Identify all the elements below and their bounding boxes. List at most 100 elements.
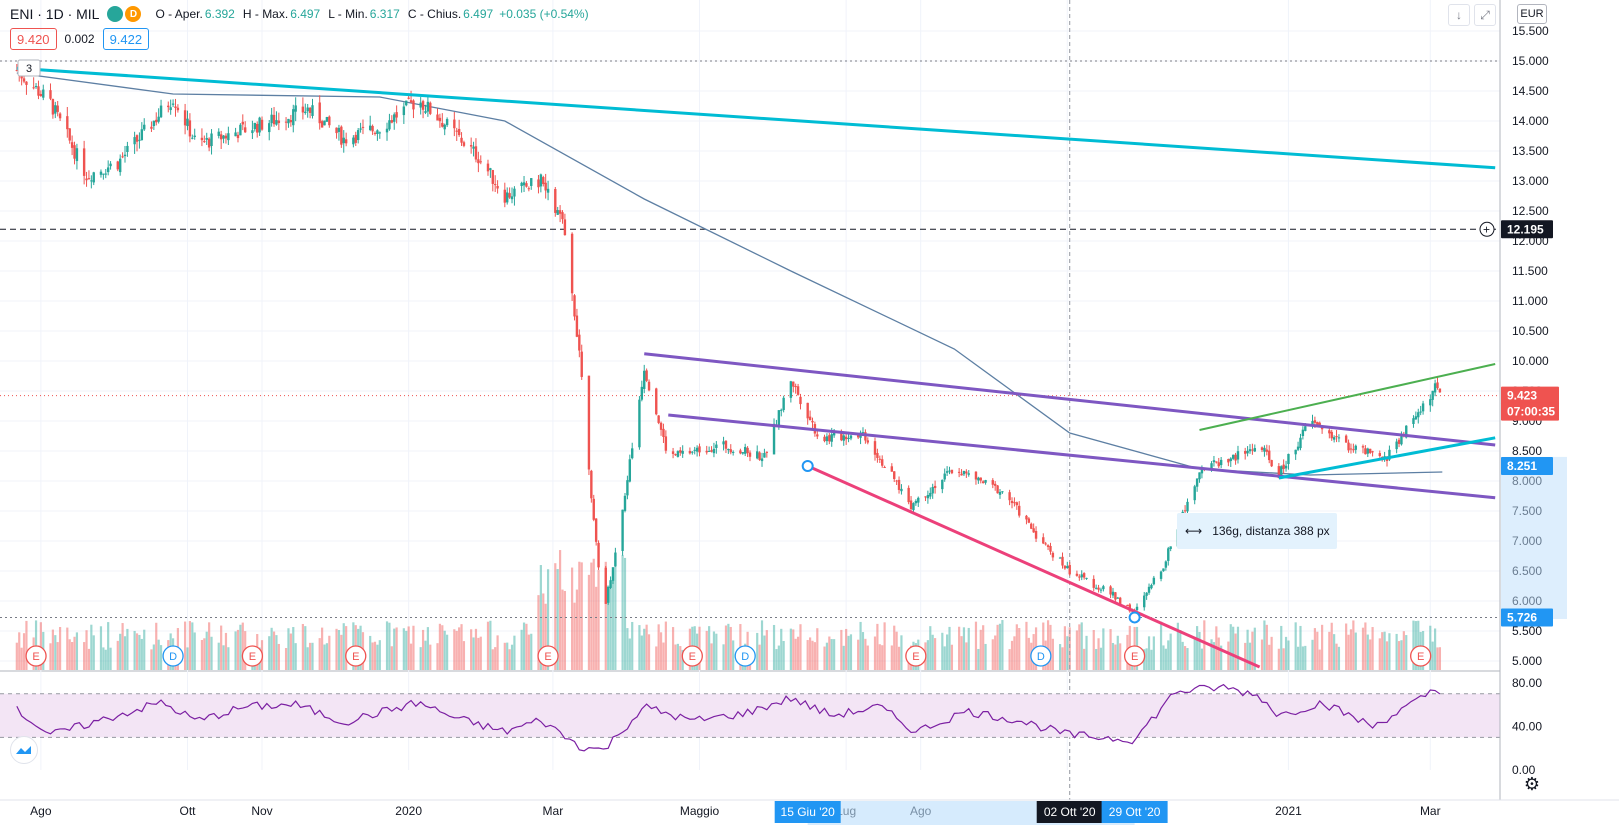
volume-bar <box>1282 648 1285 670</box>
volume-bar <box>710 643 713 670</box>
volume-bar <box>840 629 843 670</box>
volume-bar <box>542 593 545 670</box>
candle-body <box>496 185 499 189</box>
candle-body <box>1284 465 1288 469</box>
volume-bar <box>758 644 761 670</box>
tradingview-logo-icon[interactable] <box>10 736 38 764</box>
volume-bar <box>811 640 814 670</box>
volume-bar <box>506 642 509 670</box>
arrow-down-icon[interactable]: ↓ <box>1448 4 1470 26</box>
candle-body <box>729 449 732 453</box>
volume-bar <box>974 621 978 670</box>
volume-bar <box>792 629 795 670</box>
trend-lines[interactable] <box>16 66 1496 669</box>
candle-body <box>1282 464 1285 469</box>
volume-bar <box>373 641 377 670</box>
candle-body <box>756 451 759 459</box>
candle-body <box>890 466 894 472</box>
volume-bar <box>561 589 564 670</box>
candle-body <box>948 470 951 472</box>
volume-bar <box>1159 621 1163 670</box>
candle-body <box>799 396 802 405</box>
candle-body <box>556 210 559 215</box>
volume-bar <box>789 628 792 670</box>
symbol-title[interactable]: ENI · 1D · MIL <box>10 6 100 22</box>
volume-bar <box>325 643 329 670</box>
candle-body <box>90 180 93 182</box>
candle-body <box>621 509 624 551</box>
volume-bar <box>780 628 783 670</box>
candle-body <box>965 471 968 474</box>
market-status-icon <box>107 6 124 22</box>
volume-bar <box>671 627 675 670</box>
volume-bar <box>1335 643 1338 670</box>
candle-body <box>1195 478 1199 487</box>
candle-body <box>676 451 680 457</box>
candle-body <box>390 120 394 123</box>
candle-body <box>1118 597 1122 605</box>
volume-bar <box>294 643 297 670</box>
time-tick-label: Mar <box>1420 804 1441 818</box>
volume-bar <box>429 644 432 670</box>
currency-badge[interactable]: EUR <box>1517 4 1547 24</box>
volume-bar <box>830 639 833 670</box>
candle-body <box>1313 420 1317 423</box>
candle-body <box>469 145 473 147</box>
volume-bar <box>371 642 374 670</box>
volume-bar <box>1169 633 1172 670</box>
volume-bar <box>159 645 163 670</box>
price-axis[interactable]: 15.500 15.000 14.500 14.000 13.500 13.000 12.5… <box>17 0 1567 800</box>
candle-body <box>479 161 482 163</box>
volume-bar <box>1217 637 1220 670</box>
volume-bar <box>1220 645 1223 670</box>
volume-bar <box>458 627 461 670</box>
volume-bar <box>1345 623 1348 670</box>
price-tick-label: 5.000 <box>1512 654 1542 668</box>
volume-bar <box>1301 646 1304 670</box>
volume-bar <box>337 630 341 670</box>
volume-bar <box>462 641 466 670</box>
expand-icon[interactable]: ⤢ <box>1474 4 1496 26</box>
candle-body <box>739 450 742 454</box>
volume-bar <box>1321 624 1324 670</box>
candle-body <box>695 447 699 452</box>
plus-icon: + <box>1483 222 1490 236</box>
volume-bar <box>369 635 372 670</box>
candle-body <box>1412 418 1415 425</box>
candle-body <box>950 469 954 474</box>
candle-body <box>991 480 994 485</box>
candle-body <box>335 127 338 134</box>
candle-body <box>825 436 829 442</box>
candle-body <box>123 154 127 157</box>
volume-bar <box>236 629 240 670</box>
volume-bar <box>1046 620 1050 670</box>
candle-body <box>1032 528 1035 533</box>
candle-body <box>455 130 458 132</box>
candle-body <box>1030 523 1033 529</box>
volume-bar <box>1116 635 1119 670</box>
candle-body <box>493 184 497 186</box>
ask-price[interactable]: 9.422 <box>102 28 150 50</box>
ma-price-label: 8.251 <box>1507 459 1537 473</box>
candle-body <box>724 440 728 449</box>
volume-bar <box>155 622 158 670</box>
candle-body <box>1243 451 1247 454</box>
bid-price[interactable]: 9.420 <box>10 28 57 50</box>
volume-bar <box>20 647 23 670</box>
candle-body <box>1058 557 1062 559</box>
candle-body <box>554 189 557 213</box>
low-value: 6.317 <box>369 7 400 21</box>
candle-body <box>1364 448 1367 455</box>
time-axis[interactable]: AgoOttNov2020MarMaggioLugAgoOtt2021Mar15… <box>0 799 1619 825</box>
candle-body <box>960 473 963 476</box>
volume-bar <box>133 630 136 670</box>
candle-body <box>587 375 591 470</box>
gear-icon[interactable]: ⚙ <box>1523 773 1541 794</box>
volume-bar <box>1114 644 1117 670</box>
volume-bar <box>558 550 562 670</box>
candle-body <box>893 471 896 480</box>
candle-body <box>219 134 223 140</box>
candle-body <box>811 420 814 423</box>
